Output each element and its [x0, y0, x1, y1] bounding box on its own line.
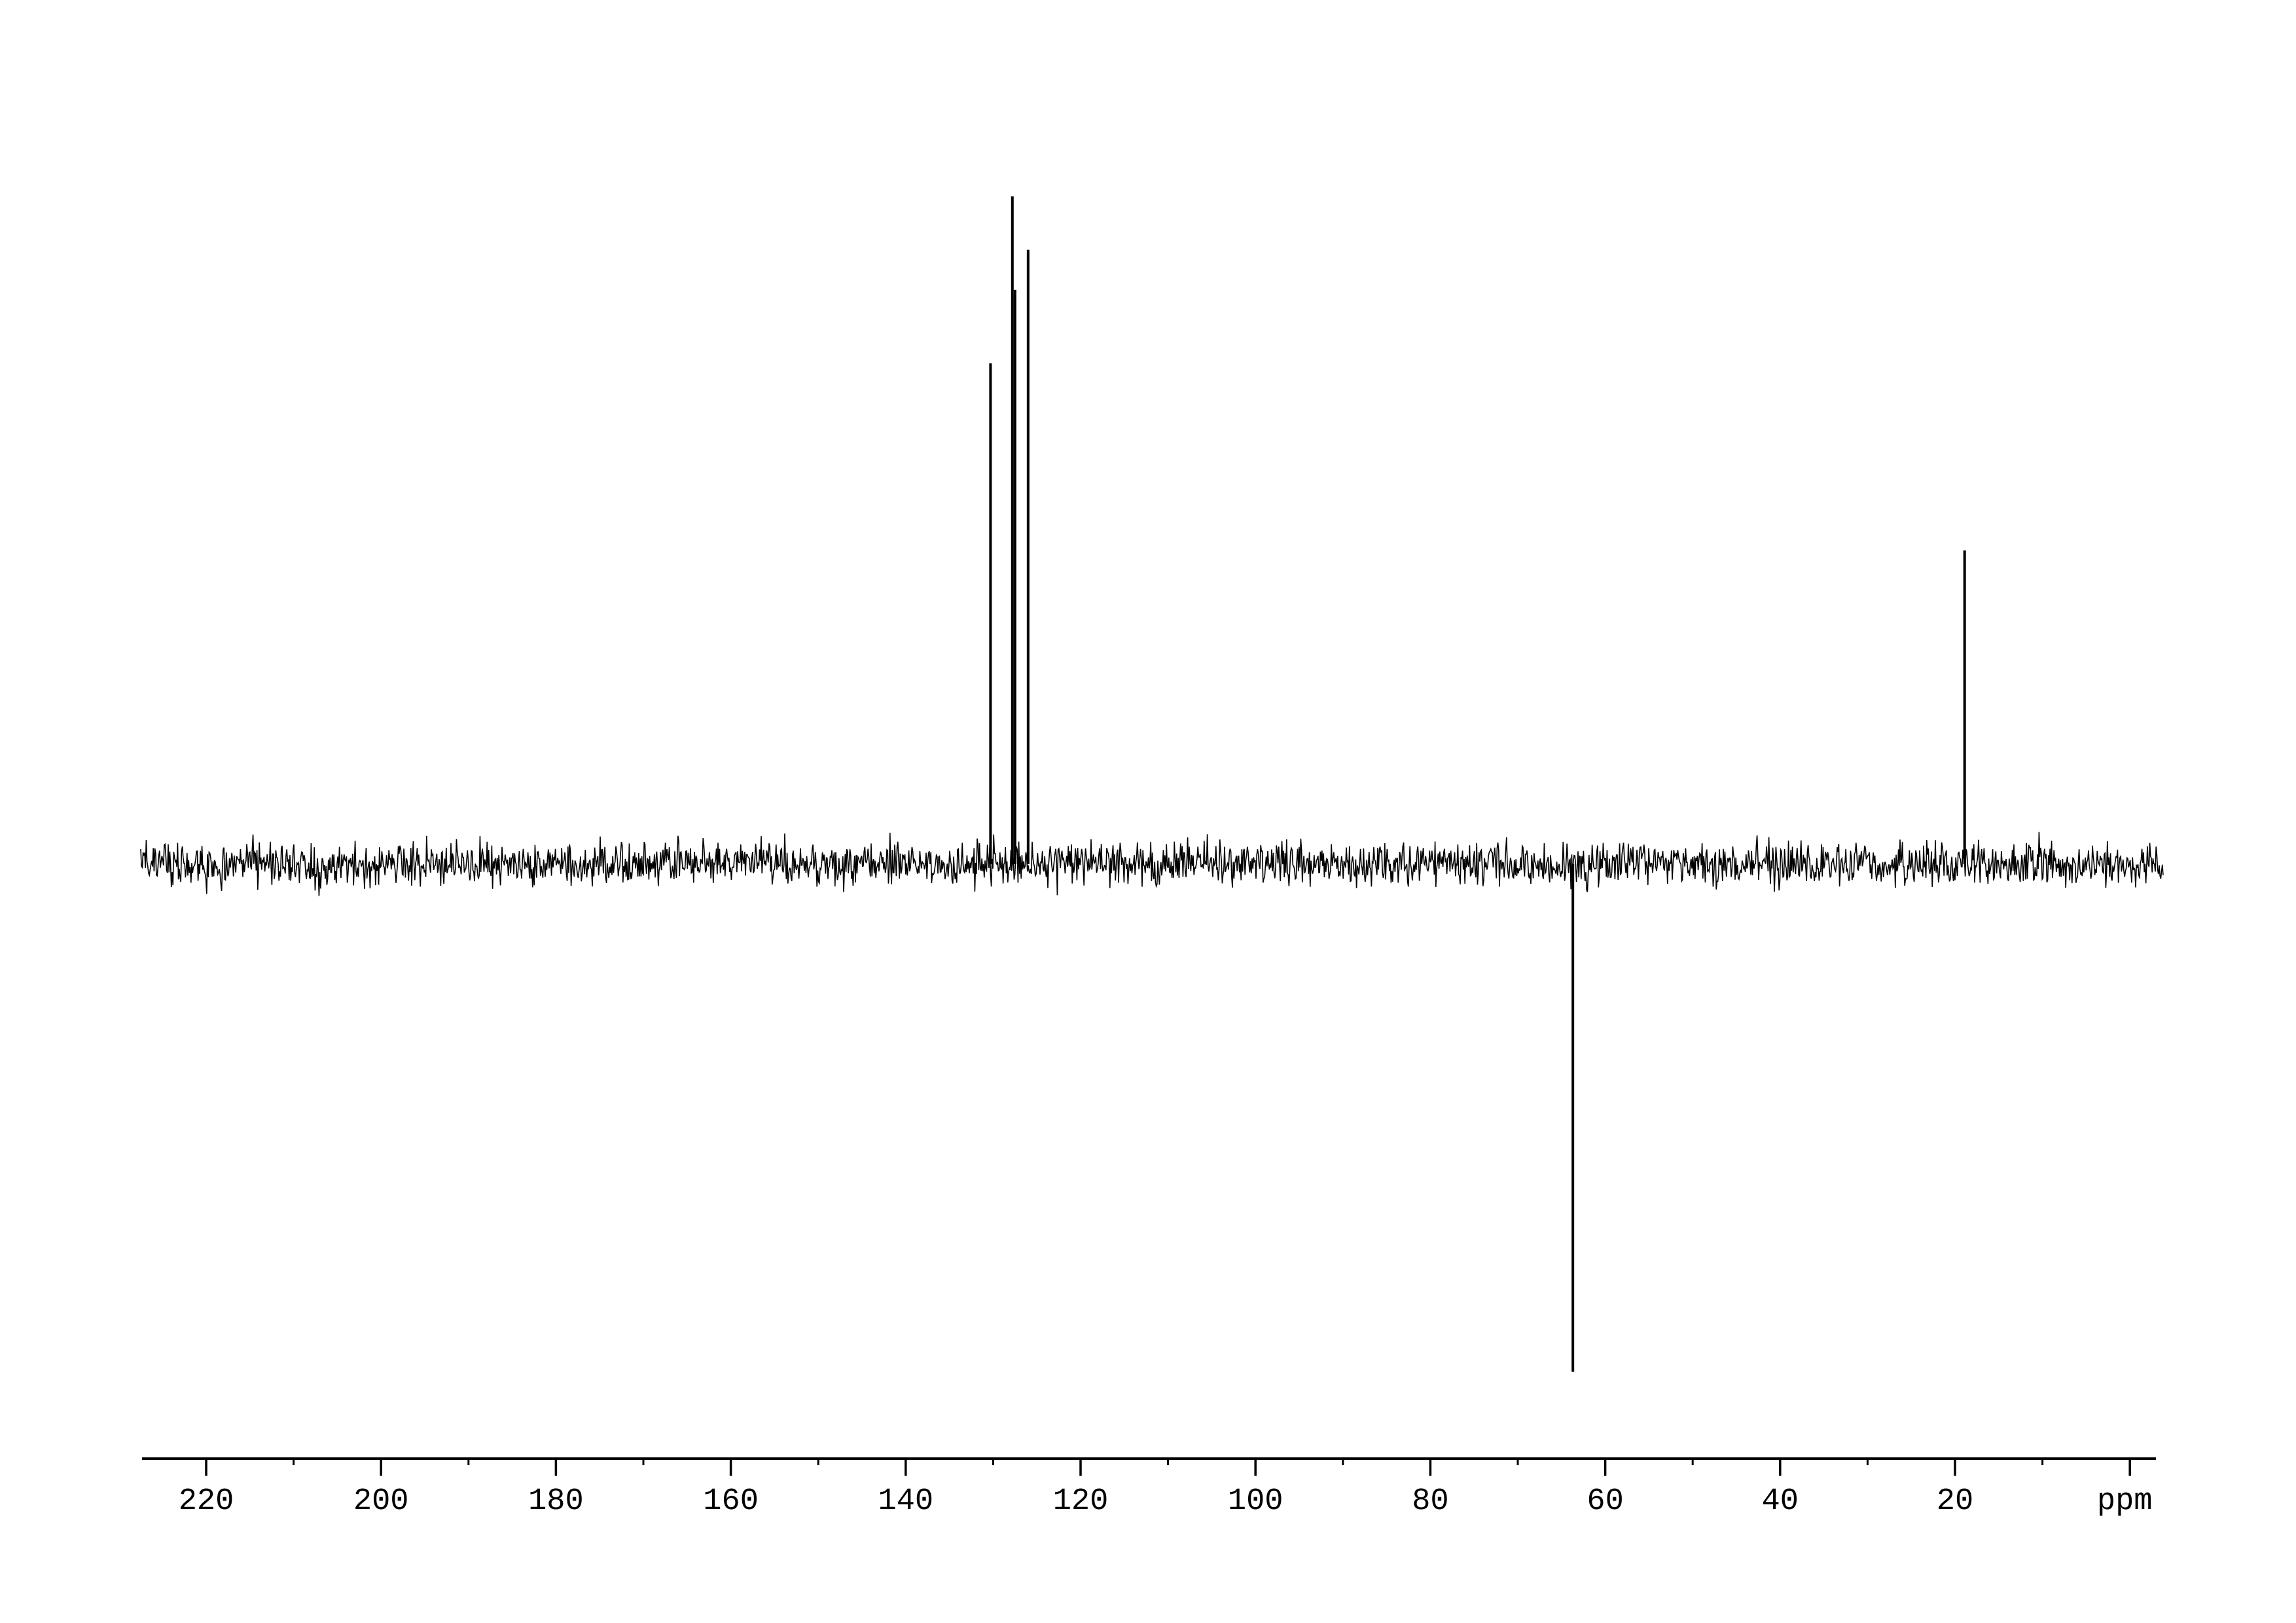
- noise-path: [140, 831, 2164, 896]
- x-axis-tick-label: 160: [703, 1484, 759, 1519]
- x-axis-tick-label: 60: [1587, 1484, 1623, 1519]
- x-axis-tick-label: 120: [1053, 1484, 1109, 1519]
- x-axis-tick-label: 200: [353, 1484, 409, 1519]
- x-axis-tick-label: 80: [1412, 1484, 1448, 1519]
- x-axis-tick-label: 140: [878, 1484, 933, 1519]
- x-axis-tick-label: 40: [1762, 1484, 1799, 1519]
- x-axis-labels: 220 200 180 160 140 120 100 80 60 40 20 ppm: [179, 1484, 2153, 1519]
- x-axis-tick-label: 180: [528, 1484, 584, 1519]
- noise-trace: [140, 831, 2164, 896]
- x-axis: [142, 1457, 2156, 1476]
- x-axis-unit-label: ppm: [2097, 1484, 2153, 1519]
- x-axis-tick-label: 20: [1937, 1484, 1973, 1519]
- peak-lines: [989, 196, 1966, 1372]
- x-axis-tick-label: 100: [1228, 1484, 1283, 1519]
- x-axis-tick-label: 220: [179, 1484, 234, 1519]
